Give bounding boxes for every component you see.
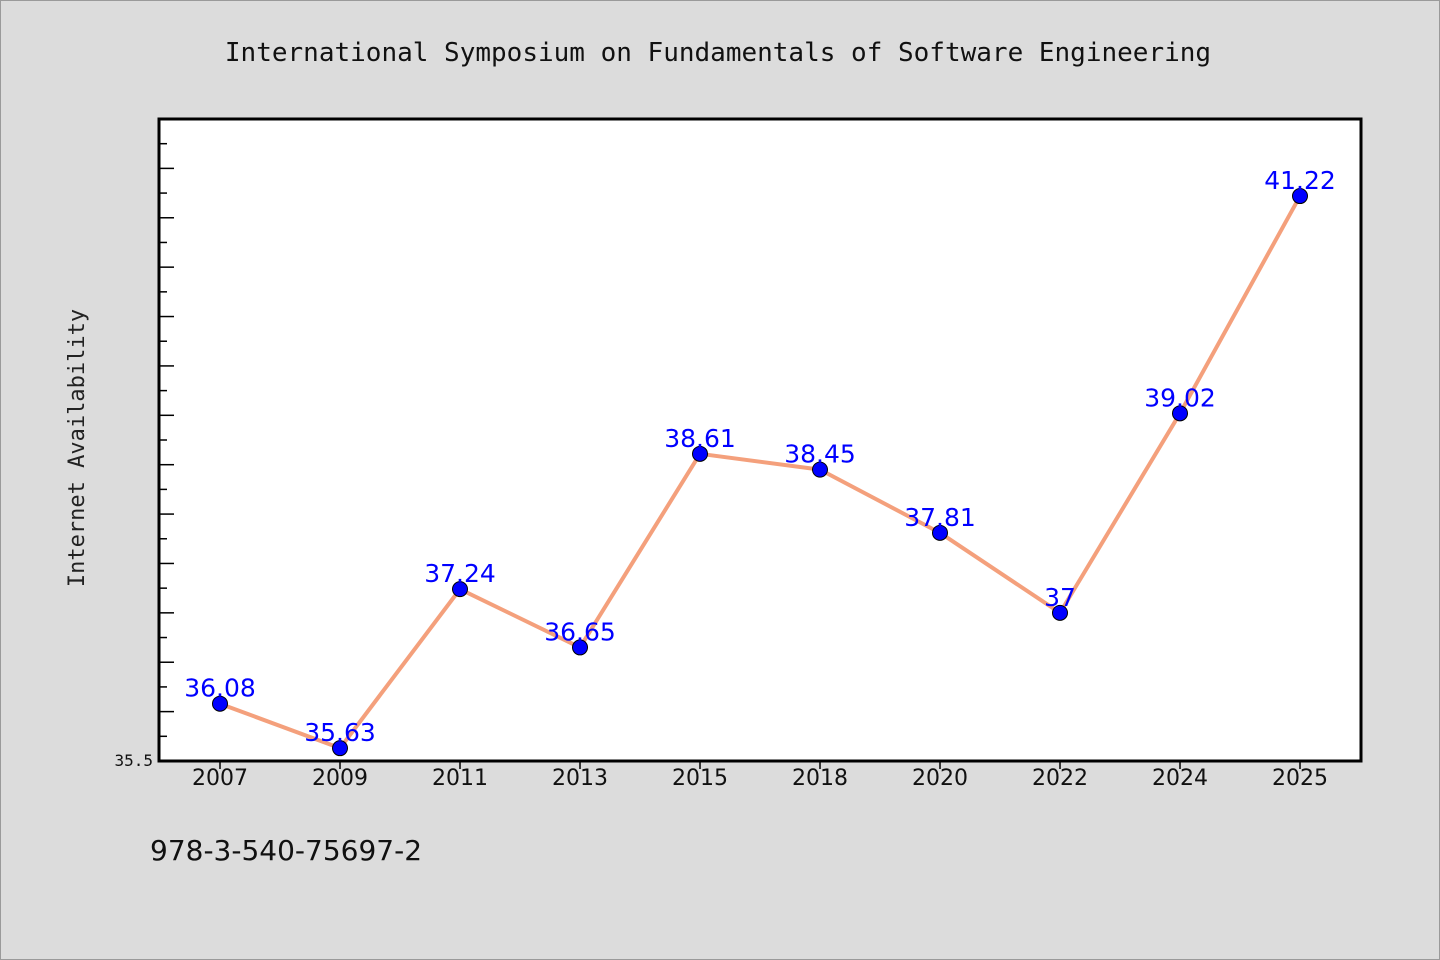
data-point-marker [452, 581, 468, 598]
data-point-marker [812, 461, 828, 478]
plot-area [159, 119, 1361, 761]
data-label: 38.45 [784, 440, 856, 469]
data-label: 38.61 [664, 424, 736, 453]
x-tick-label: 2013 [552, 766, 608, 791]
series-line [218, 194, 1302, 751]
y-axis-label: Internet Availability [65, 309, 90, 587]
x-tick-label: 2011 [432, 766, 488, 791]
data-markers [212, 188, 1308, 757]
data-label: 37 [1044, 583, 1076, 612]
y-tick-label: 35.5 [114, 751, 153, 770]
data-label: 36.65 [544, 617, 616, 646]
data-point-marker [932, 524, 948, 541]
x-tick-label: 2018 [792, 766, 848, 791]
data-label: 35.63 [304, 718, 376, 747]
plot-border [157, 117, 1363, 763]
data-point-marker [1052, 604, 1068, 621]
x-axis-ticks: 2007 2009 2011 2013 2015 2018 2020 2022 2024 2025 [192, 761, 1328, 791]
x-tick-label: 2009 [312, 766, 368, 791]
data-label: 37.81 [904, 503, 976, 532]
data-point-marker [1172, 405, 1188, 422]
isbn-footer: 978-3-540-75697-2 [150, 834, 423, 867]
data-point-marker [692, 445, 708, 462]
data-label: 41.22 [1264, 166, 1336, 195]
data-point-marker [572, 639, 588, 656]
x-tick-label: 2022 [1032, 766, 1088, 791]
data-label: 39.02 [1144, 383, 1216, 412]
x-tick-label: 2020 [912, 766, 968, 791]
x-tick-label: 2024 [1152, 766, 1208, 791]
x-tick-label: 2007 [192, 766, 248, 791]
data-label: 37.24 [424, 559, 496, 588]
data-point-marker [332, 740, 348, 757]
data-point-marker [1292, 188, 1308, 205]
data-labels: 36.08 35.63 37.24 36.65 38.61 38.45 37.81 37 39.… [184, 166, 1336, 747]
data-point-marker [212, 695, 228, 712]
data-label: 36.08 [184, 674, 256, 703]
x-tick-label: 2025 [1272, 766, 1328, 791]
chart-title: International Symposium on Fundamentals … [225, 38, 1211, 68]
x-tick-label: 2015 [672, 766, 728, 791]
